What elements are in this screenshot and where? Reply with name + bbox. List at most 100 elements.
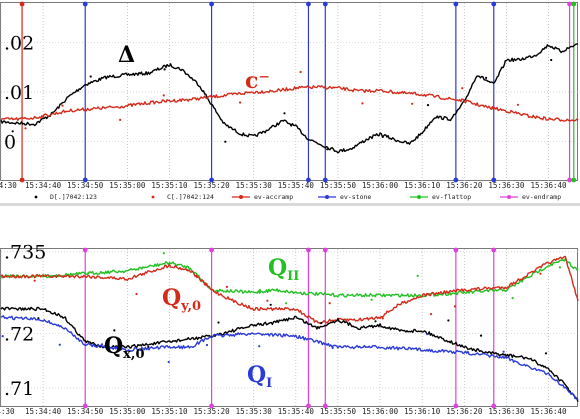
y-tick-label: .01 bbox=[4, 82, 34, 104]
x-tick-label: 15:36:00 bbox=[362, 407, 399, 416]
event-marker-bottom bbox=[322, 403, 328, 409]
x-tick-label: 15:35:20 bbox=[194, 181, 231, 190]
event-marker-top bbox=[491, 1, 497, 7]
legend: D[.]7042:123 C[.]7042:124 ev-accramp ev-sto… bbox=[34, 193, 561, 201]
event-marker-top bbox=[82, 1, 88, 7]
x-tick-label: 15:35:30 bbox=[236, 181, 273, 190]
series-outlier-point bbox=[258, 289, 261, 292]
series-outlier-point bbox=[326, 148, 329, 151]
series-outlier-point bbox=[550, 58, 553, 62]
annotation-base: Δ bbox=[118, 42, 135, 68]
legend-swatch bbox=[151, 195, 155, 199]
series-outlier-point bbox=[331, 346, 334, 349]
series-outlier-point bbox=[61, 104, 64, 107]
series-outlier-point bbox=[217, 321, 220, 324]
series-outlier-point bbox=[411, 102, 414, 105]
series-outlier-point bbox=[328, 302, 331, 305]
series-annotation: Qy,0 bbox=[162, 285, 201, 314]
x-tick-label: 15:36:40 bbox=[530, 181, 567, 190]
event-marker-bottom bbox=[306, 403, 311, 409]
y-tick-label: 0 bbox=[4, 131, 16, 153]
series-outlier-point bbox=[87, 272, 90, 275]
x-tick-label: 15:36:10 bbox=[404, 181, 441, 190]
series-outlier-point bbox=[135, 292, 138, 296]
series-outlier-point bbox=[430, 313, 433, 316]
y-tick-label: .71 bbox=[4, 378, 34, 400]
x-tick-label: 15:36:20 bbox=[446, 181, 483, 190]
series-outlier-point bbox=[285, 302, 288, 305]
event-marker-bottom bbox=[209, 403, 214, 409]
series-annotation: c⁻ bbox=[245, 68, 270, 94]
series-outlier-point bbox=[479, 334, 483, 337]
series-outlier-point bbox=[374, 320, 377, 323]
series-outlier-point bbox=[239, 101, 242, 104]
event-marker-top bbox=[491, 247, 497, 253]
top-series-layer bbox=[0, 42, 579, 154]
series-outlier-point bbox=[381, 135, 384, 138]
series-outlier-point bbox=[33, 279, 36, 282]
x-tick-label: 15:35:10 bbox=[151, 181, 188, 190]
series-outlier-point bbox=[558, 266, 562, 269]
event-marker-bottom bbox=[209, 177, 214, 183]
series-outlier-point bbox=[516, 103, 520, 106]
series-outlier-point bbox=[447, 319, 450, 322]
x-tick-label: 15:35:00 bbox=[109, 407, 146, 416]
legend-label: ev-stone bbox=[340, 193, 371, 201]
panel-separator bbox=[0, 203, 580, 206]
series-outlier-point bbox=[381, 317, 384, 320]
annotation-base: Q bbox=[162, 285, 181, 311]
event-marker-top bbox=[306, 247, 311, 253]
series-outlier-point bbox=[485, 76, 488, 79]
top-annotations: Δc⁻ bbox=[118, 42, 270, 94]
legend-swatch-dot bbox=[239, 195, 243, 199]
series-outlier-point bbox=[539, 272, 542, 275]
event-marker-top bbox=[306, 1, 311, 7]
annotation-base: Q bbox=[104, 333, 123, 359]
y-tick-label: .72 bbox=[4, 323, 34, 345]
event-marker-top bbox=[209, 1, 214, 7]
bottom-x-tick-labels: :34:30 15:34:40 15:34:50 15:35:00 15:35:10 15… bbox=[0, 407, 567, 416]
legend-swatch-dot bbox=[417, 195, 421, 199]
event-marker-bottom bbox=[567, 177, 572, 183]
x-tick-label: 15:35:20 bbox=[194, 407, 231, 416]
series-outlier-point bbox=[119, 118, 122, 121]
series-outlier-point bbox=[544, 352, 548, 355]
series-outlier-point bbox=[205, 343, 209, 347]
event-marker-bottom bbox=[322, 177, 328, 183]
series-outlier-point bbox=[113, 329, 116, 332]
bottom-event-markers bbox=[82, 247, 497, 409]
top-x-tick-labels: 5:34:30 15:34:40 15:34:50 15:35:00 15:35:10 1… bbox=[0, 181, 567, 190]
annotation-subscript: I bbox=[266, 376, 272, 391]
series-annotation: QII bbox=[268, 255, 299, 284]
series-outlier-point bbox=[269, 303, 272, 306]
series-outlier-point bbox=[89, 75, 92, 78]
series-outlier-point bbox=[224, 140, 227, 143]
legend-label: ev-endramp bbox=[522, 193, 561, 201]
series-outlier-point bbox=[258, 345, 261, 348]
series-outlier-point bbox=[24, 127, 27, 130]
series-outlier-point bbox=[453, 305, 456, 308]
series-outlier-point bbox=[195, 275, 199, 278]
series-annotation: QI bbox=[247, 362, 272, 391]
annotation-subscript: II bbox=[287, 269, 299, 284]
x-tick-label: 15:34:50 bbox=[67, 407, 104, 416]
series-outlier-point bbox=[162, 94, 165, 97]
y-tick-label: .735 bbox=[4, 242, 46, 264]
event-marker-bottom bbox=[82, 403, 88, 409]
bottom-chart-panel: .735 .72 .71 :34:30 15:34:40 15:34:50 15:35:0… bbox=[0, 242, 579, 416]
event-marker-top bbox=[453, 247, 459, 253]
series-outlier-point bbox=[511, 297, 514, 300]
top-grid bbox=[0, 3, 578, 181]
series-line bbox=[0, 85, 579, 122]
series-outlier-point bbox=[163, 68, 166, 71]
x-tick-label: 5:34:30 bbox=[0, 181, 17, 190]
legend-label: ev-accramp bbox=[254, 193, 293, 201]
series-annotation: Qx,0 bbox=[104, 333, 145, 362]
annotation-subscript: y,0 bbox=[180, 299, 201, 314]
x-tick-label: 15:36:10 bbox=[404, 407, 441, 416]
x-tick-label: 15:36:40 bbox=[530, 407, 567, 416]
series-outlier-point bbox=[461, 87, 464, 90]
bottom-series-layer bbox=[0, 252, 579, 402]
event-marker-top bbox=[209, 247, 214, 253]
